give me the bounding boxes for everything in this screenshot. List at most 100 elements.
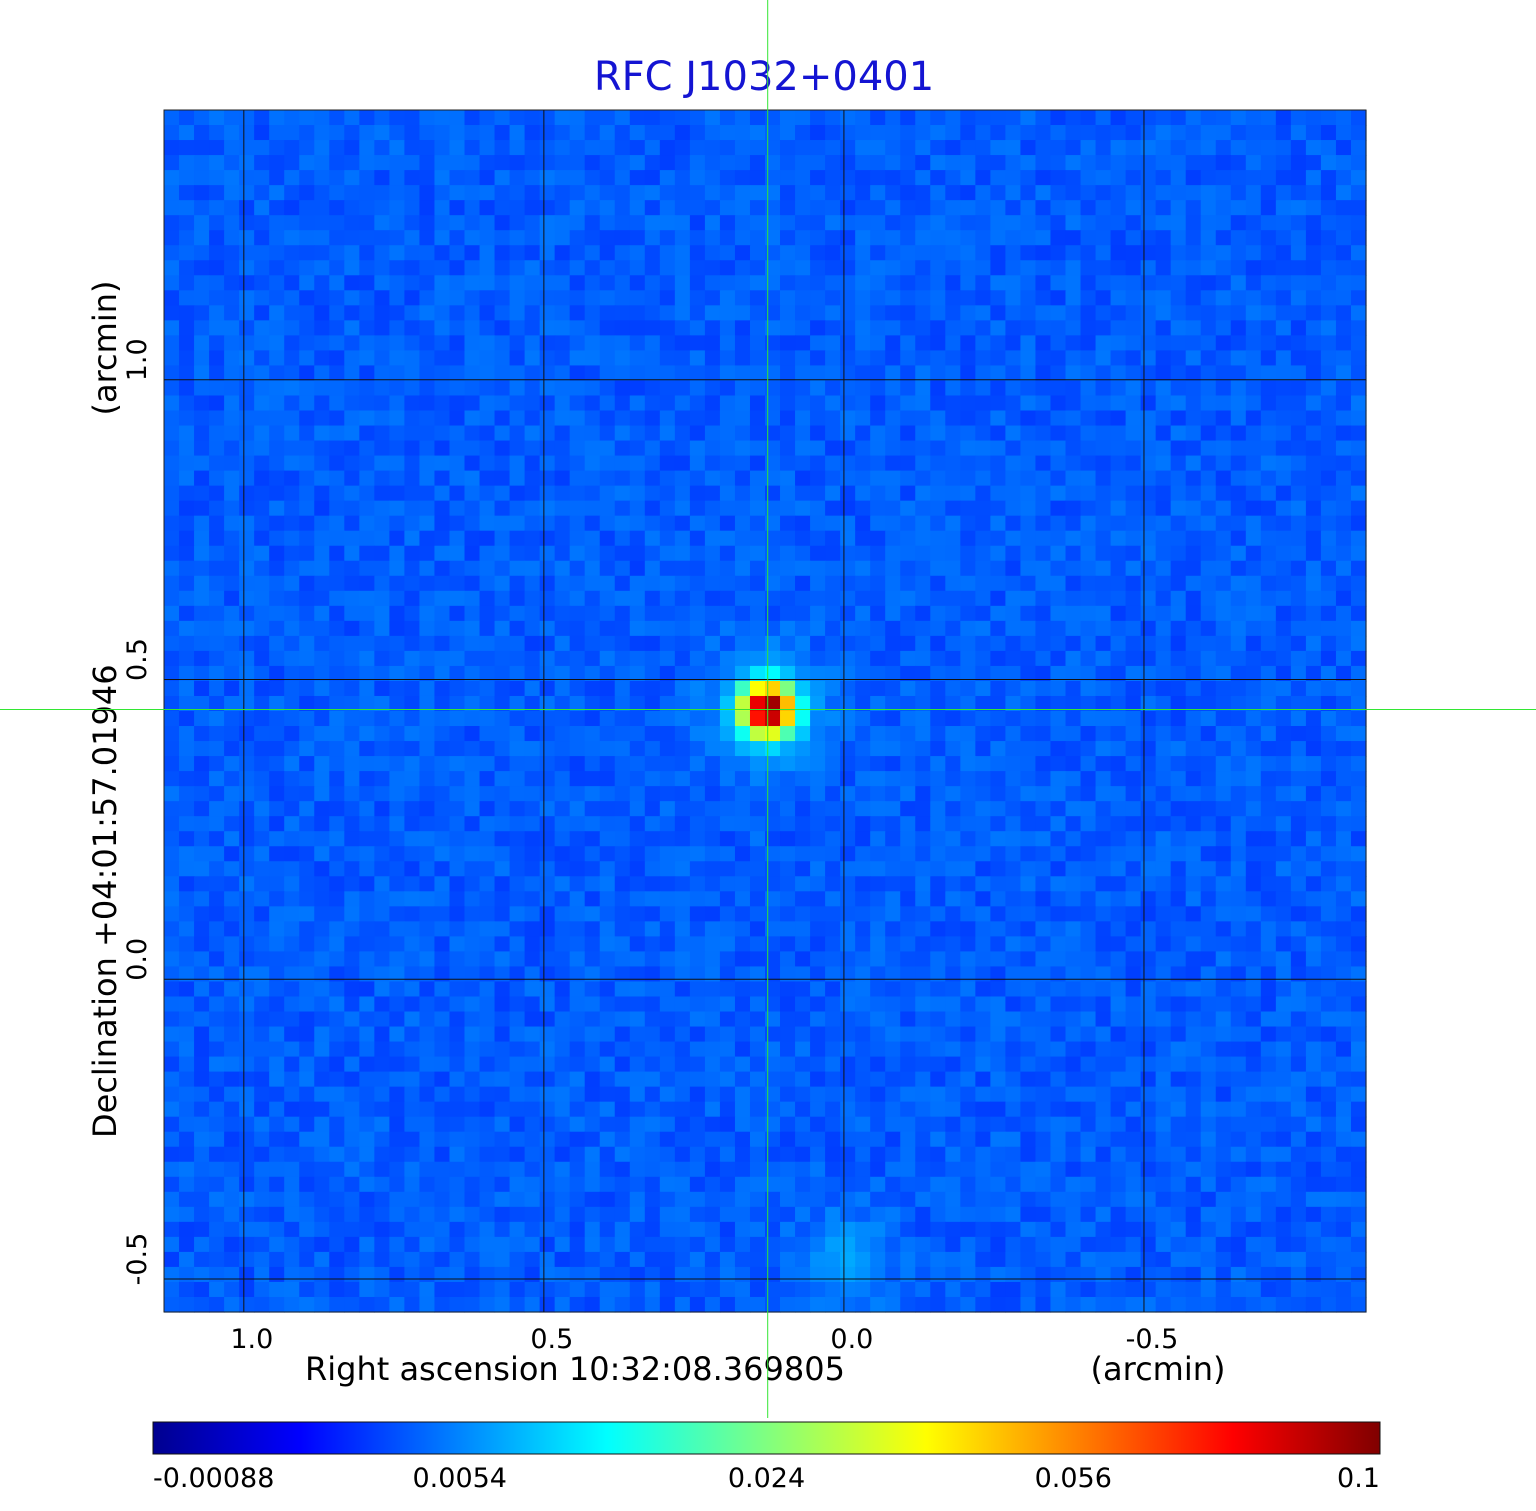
- heatmap-cell: [810, 996, 826, 1013]
- heatmap-cell: [1185, 455, 1202, 472]
- heatmap-cell: [990, 951, 1007, 968]
- heatmap-cell: [329, 155, 345, 171]
- heatmap-cell: [885, 756, 901, 772]
- heatmap-cell: [269, 455, 285, 472]
- heatmap-cell: [1230, 786, 1247, 802]
- heatmap-cell: [1080, 590, 1097, 607]
- heatmap-cell: [1050, 816, 1067, 832]
- heatmap-cell: [1080, 230, 1097, 246]
- heatmap-cell: [1260, 575, 1277, 592]
- heatmap-cell: [825, 665, 841, 682]
- heatmap-cell: [1170, 485, 1187, 502]
- heatmap-cell: [659, 245, 676, 261]
- heatmap-cell: [704, 711, 721, 727]
- heatmap-cell: [434, 966, 451, 983]
- heatmap-cell: [164, 440, 180, 457]
- heatmap-cell: [780, 215, 796, 231]
- heatmap-cell: [1275, 200, 1292, 216]
- heatmap-cell: [1215, 996, 1232, 1013]
- heatmap-cell: [584, 816, 601, 832]
- heatmap-cell: [659, 560, 676, 577]
- heatmap-cell: [734, 365, 751, 382]
- heatmap-cell: [674, 846, 691, 862]
- heatmap-cell: [674, 290, 691, 306]
- heatmap-cell: [659, 185, 676, 201]
- heatmap-cell: [434, 846, 451, 862]
- heatmap-cell: [374, 485, 390, 502]
- heatmap-cell: [179, 530, 195, 547]
- heatmap-cell: [1155, 726, 1172, 742]
- heatmap-cell: [629, 741, 646, 757]
- heatmap-cell: [419, 170, 436, 186]
- heatmap-cell: [359, 590, 375, 607]
- heatmap-cell: [164, 1011, 180, 1028]
- heatmap-cell: [509, 530, 526, 547]
- heatmap-cell: [1290, 605, 1307, 622]
- heatmap-cell: [509, 575, 526, 592]
- heatmap-cell: [1275, 530, 1292, 547]
- heatmap-cell: [1125, 455, 1142, 472]
- heatmap-cell: [614, 590, 631, 607]
- heatmap-cell: [870, 891, 886, 907]
- heatmap-cell: [795, 1026, 811, 1043]
- heatmap-cell: [224, 275, 240, 291]
- heatmap-cell: [1260, 455, 1277, 472]
- heatmap-cell: [780, 635, 796, 652]
- heatmap-cell: [1140, 771, 1157, 787]
- heatmap-cell: [554, 831, 571, 847]
- heatmap-cell: [449, 680, 466, 697]
- heatmap-cell: [194, 711, 210, 727]
- heatmap-cell: [990, 470, 1007, 487]
- heatmap-cell: [554, 395, 571, 412]
- heatmap-cell: [494, 771, 511, 787]
- heatmap-cell: [389, 395, 406, 412]
- heatmap-cell: [374, 275, 390, 291]
- heatmap-cell: [1185, 350, 1202, 367]
- heatmap-cell: [659, 650, 676, 667]
- heatmap-cell: [1005, 771, 1022, 787]
- heatmap-cell: [810, 665, 826, 682]
- heatmap-cell: [855, 891, 871, 907]
- heatmap-cell: [1080, 455, 1097, 472]
- heatmap-cell: [900, 921, 916, 937]
- heatmap-cell: [825, 110, 841, 126]
- heatmap-cell: [1260, 530, 1277, 547]
- heatmap-cell: [584, 711, 601, 727]
- heatmap-cell: [494, 650, 511, 667]
- heatmap-cell: [254, 365, 270, 382]
- heatmap-cell: [810, 365, 826, 382]
- heatmap-cell: [419, 110, 436, 126]
- heatmap-cell: [164, 110, 180, 126]
- heatmap-cell: [1095, 1026, 1112, 1043]
- heatmap-cell: [1005, 350, 1022, 367]
- heatmap-cell: [449, 906, 466, 922]
- heatmap-cell: [209, 756, 225, 772]
- heatmap-cell: [479, 230, 496, 246]
- heatmap-pixels: [164, 110, 1367, 1313]
- heatmap-cell: [239, 380, 255, 397]
- heatmap-cell: [239, 395, 255, 412]
- heatmap-cell: [749, 726, 766, 742]
- heatmap-cell: [194, 170, 210, 186]
- heatmap-cell: [885, 125, 901, 141]
- heatmap-cell: [1275, 981, 1292, 998]
- heatmap-cell: [224, 290, 240, 306]
- heatmap-cell: [885, 921, 901, 937]
- heatmap-cell: [554, 680, 571, 697]
- heatmap-cell: [840, 440, 856, 457]
- heatmap-cell: [209, 530, 225, 547]
- heatmap-cell: [389, 125, 406, 141]
- heatmap-cell: [1185, 1011, 1202, 1028]
- heatmap-cell: [689, 110, 706, 126]
- heatmap-cell: [464, 200, 481, 216]
- heatmap-cell: [359, 320, 375, 336]
- heatmap-cell: [945, 155, 961, 171]
- heatmap-cell: [464, 560, 481, 577]
- heatmap-cell: [945, 485, 961, 502]
- heatmap-cell: [194, 275, 210, 291]
- heatmap-cell: [1125, 801, 1142, 817]
- heatmap-cell: [1155, 530, 1172, 547]
- heatmap-cell: [1260, 590, 1277, 607]
- heatmap-cell: [539, 801, 556, 817]
- heatmap-cell: [1050, 741, 1067, 757]
